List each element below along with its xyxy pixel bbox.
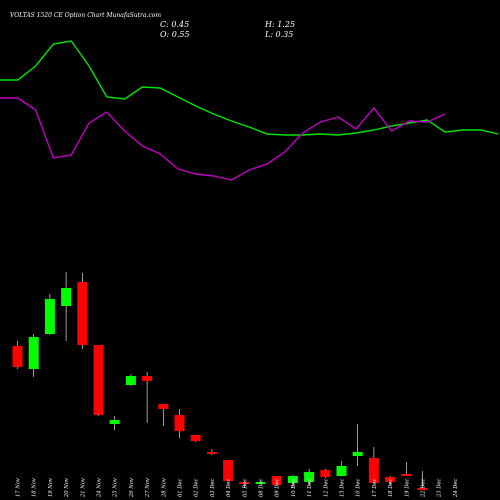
x-tick-label: 17 Nov xyxy=(16,478,22,497)
x-tick-label: 12 Dec xyxy=(323,479,329,497)
candle xyxy=(352,424,363,466)
x-tick-label: 17 Dec xyxy=(372,479,378,497)
candle-body-up xyxy=(61,288,72,306)
ohlc-close: C: 0.45 xyxy=(160,20,189,29)
x-tick-label: 16 Dec xyxy=(356,479,362,497)
candle-body-down xyxy=(271,476,282,485)
candle xyxy=(142,372,153,423)
candle-body-down xyxy=(206,452,217,454)
candle xyxy=(320,469,331,478)
x-tick-label: 08 Dec xyxy=(259,479,265,497)
candle-body-down xyxy=(190,435,201,441)
candle-body-up xyxy=(336,466,347,476)
x-tick-label: 04 Dec xyxy=(226,479,232,497)
candle-body-down xyxy=(77,282,88,345)
x-tick-label: 02 Dec xyxy=(194,479,200,497)
x-tick-label: 15 Dec xyxy=(340,479,346,497)
ohlc-low: L: 0.35 xyxy=(264,30,293,39)
candle xyxy=(44,294,55,335)
candle xyxy=(28,334,39,377)
candle-body-down xyxy=(368,458,379,483)
candle-body-down xyxy=(142,376,153,381)
candle xyxy=(417,471,428,490)
candle xyxy=(158,404,169,426)
candle-body-down xyxy=(93,345,104,415)
candle-body-up xyxy=(109,420,120,424)
candle-body-up xyxy=(125,376,136,385)
candle xyxy=(93,345,104,416)
candle xyxy=(239,481,250,488)
candle xyxy=(61,272,72,341)
chart-title: VOLTAS 1520 CE Option Chart MunafaSutra.… xyxy=(10,12,161,19)
candle xyxy=(190,435,201,442)
candle xyxy=(385,476,396,485)
candle-body-down xyxy=(320,470,331,477)
candle xyxy=(255,481,266,484)
x-tick-label: 05 Dec xyxy=(242,479,248,497)
candle-body-up xyxy=(304,472,315,482)
candle xyxy=(77,273,88,349)
candle xyxy=(271,476,282,485)
candle xyxy=(336,461,347,476)
x-tick-label: 20 Nov xyxy=(64,478,70,498)
x-tick-label: 19 Nov xyxy=(48,478,54,497)
candle-body-up xyxy=(352,452,363,456)
candles xyxy=(12,272,428,490)
candle xyxy=(12,341,23,369)
x-tick-label: 23 Dec xyxy=(437,479,443,498)
candle-body-down xyxy=(158,404,169,409)
ohlc-open: O: 0.55 xyxy=(160,30,190,39)
candle-body-down xyxy=(385,477,396,482)
candle-body-up xyxy=(28,337,39,369)
x-tick-label: 18 Nov xyxy=(32,478,38,497)
x-axis-tick-labels: 17 Nov 18 Nov 19 Nov 20 Nov 21 Nov 24 Nov 25 N… xyxy=(16,478,459,498)
candle xyxy=(206,449,217,455)
candle xyxy=(304,469,315,485)
x-tick-label: 19 Dec xyxy=(404,479,410,497)
candle-body-down xyxy=(12,346,23,367)
x-tick-label: 21 Nov xyxy=(80,478,86,498)
candle-body-down xyxy=(417,488,428,490)
candle xyxy=(174,409,185,438)
x-tick-label: 22 Dec xyxy=(421,479,427,498)
x-tick-label: 03 Dec xyxy=(210,479,216,497)
candle xyxy=(287,475,298,488)
candle xyxy=(223,460,234,481)
x-tick-label: 28 Nov xyxy=(161,478,167,498)
x-tick-label: 24 Dec xyxy=(453,479,459,498)
candle-body-down xyxy=(239,482,250,484)
indicator-lines xyxy=(0,40,499,181)
candle xyxy=(368,447,379,483)
x-tick-label: 18 Dec xyxy=(388,479,394,497)
candle-body-down xyxy=(223,460,234,481)
candle-body-up xyxy=(287,476,298,483)
candle xyxy=(109,416,120,430)
x-tick-label: 09 Dec xyxy=(275,479,281,497)
candle-body-down xyxy=(401,474,412,476)
x-tick-label: 26 Nov xyxy=(129,478,135,498)
candle xyxy=(125,374,136,386)
x-tick-label: 11 Dec xyxy=(307,479,313,497)
x-tick-label: 24 Nov xyxy=(97,478,103,498)
candle-body-up xyxy=(255,482,266,484)
x-tick-label: 10 Dec xyxy=(291,479,297,497)
candle-body-up xyxy=(44,299,55,334)
candle-body-down xyxy=(174,415,185,431)
x-tick-label: 27 Nov xyxy=(145,478,151,498)
x-tick-label: 01 Dec xyxy=(178,479,184,497)
candle xyxy=(401,462,412,476)
x-tick-label: 25 Nov xyxy=(113,478,119,498)
magenta-indicator-line xyxy=(0,97,446,181)
ohlc-high: H: 1.25 xyxy=(264,20,295,29)
